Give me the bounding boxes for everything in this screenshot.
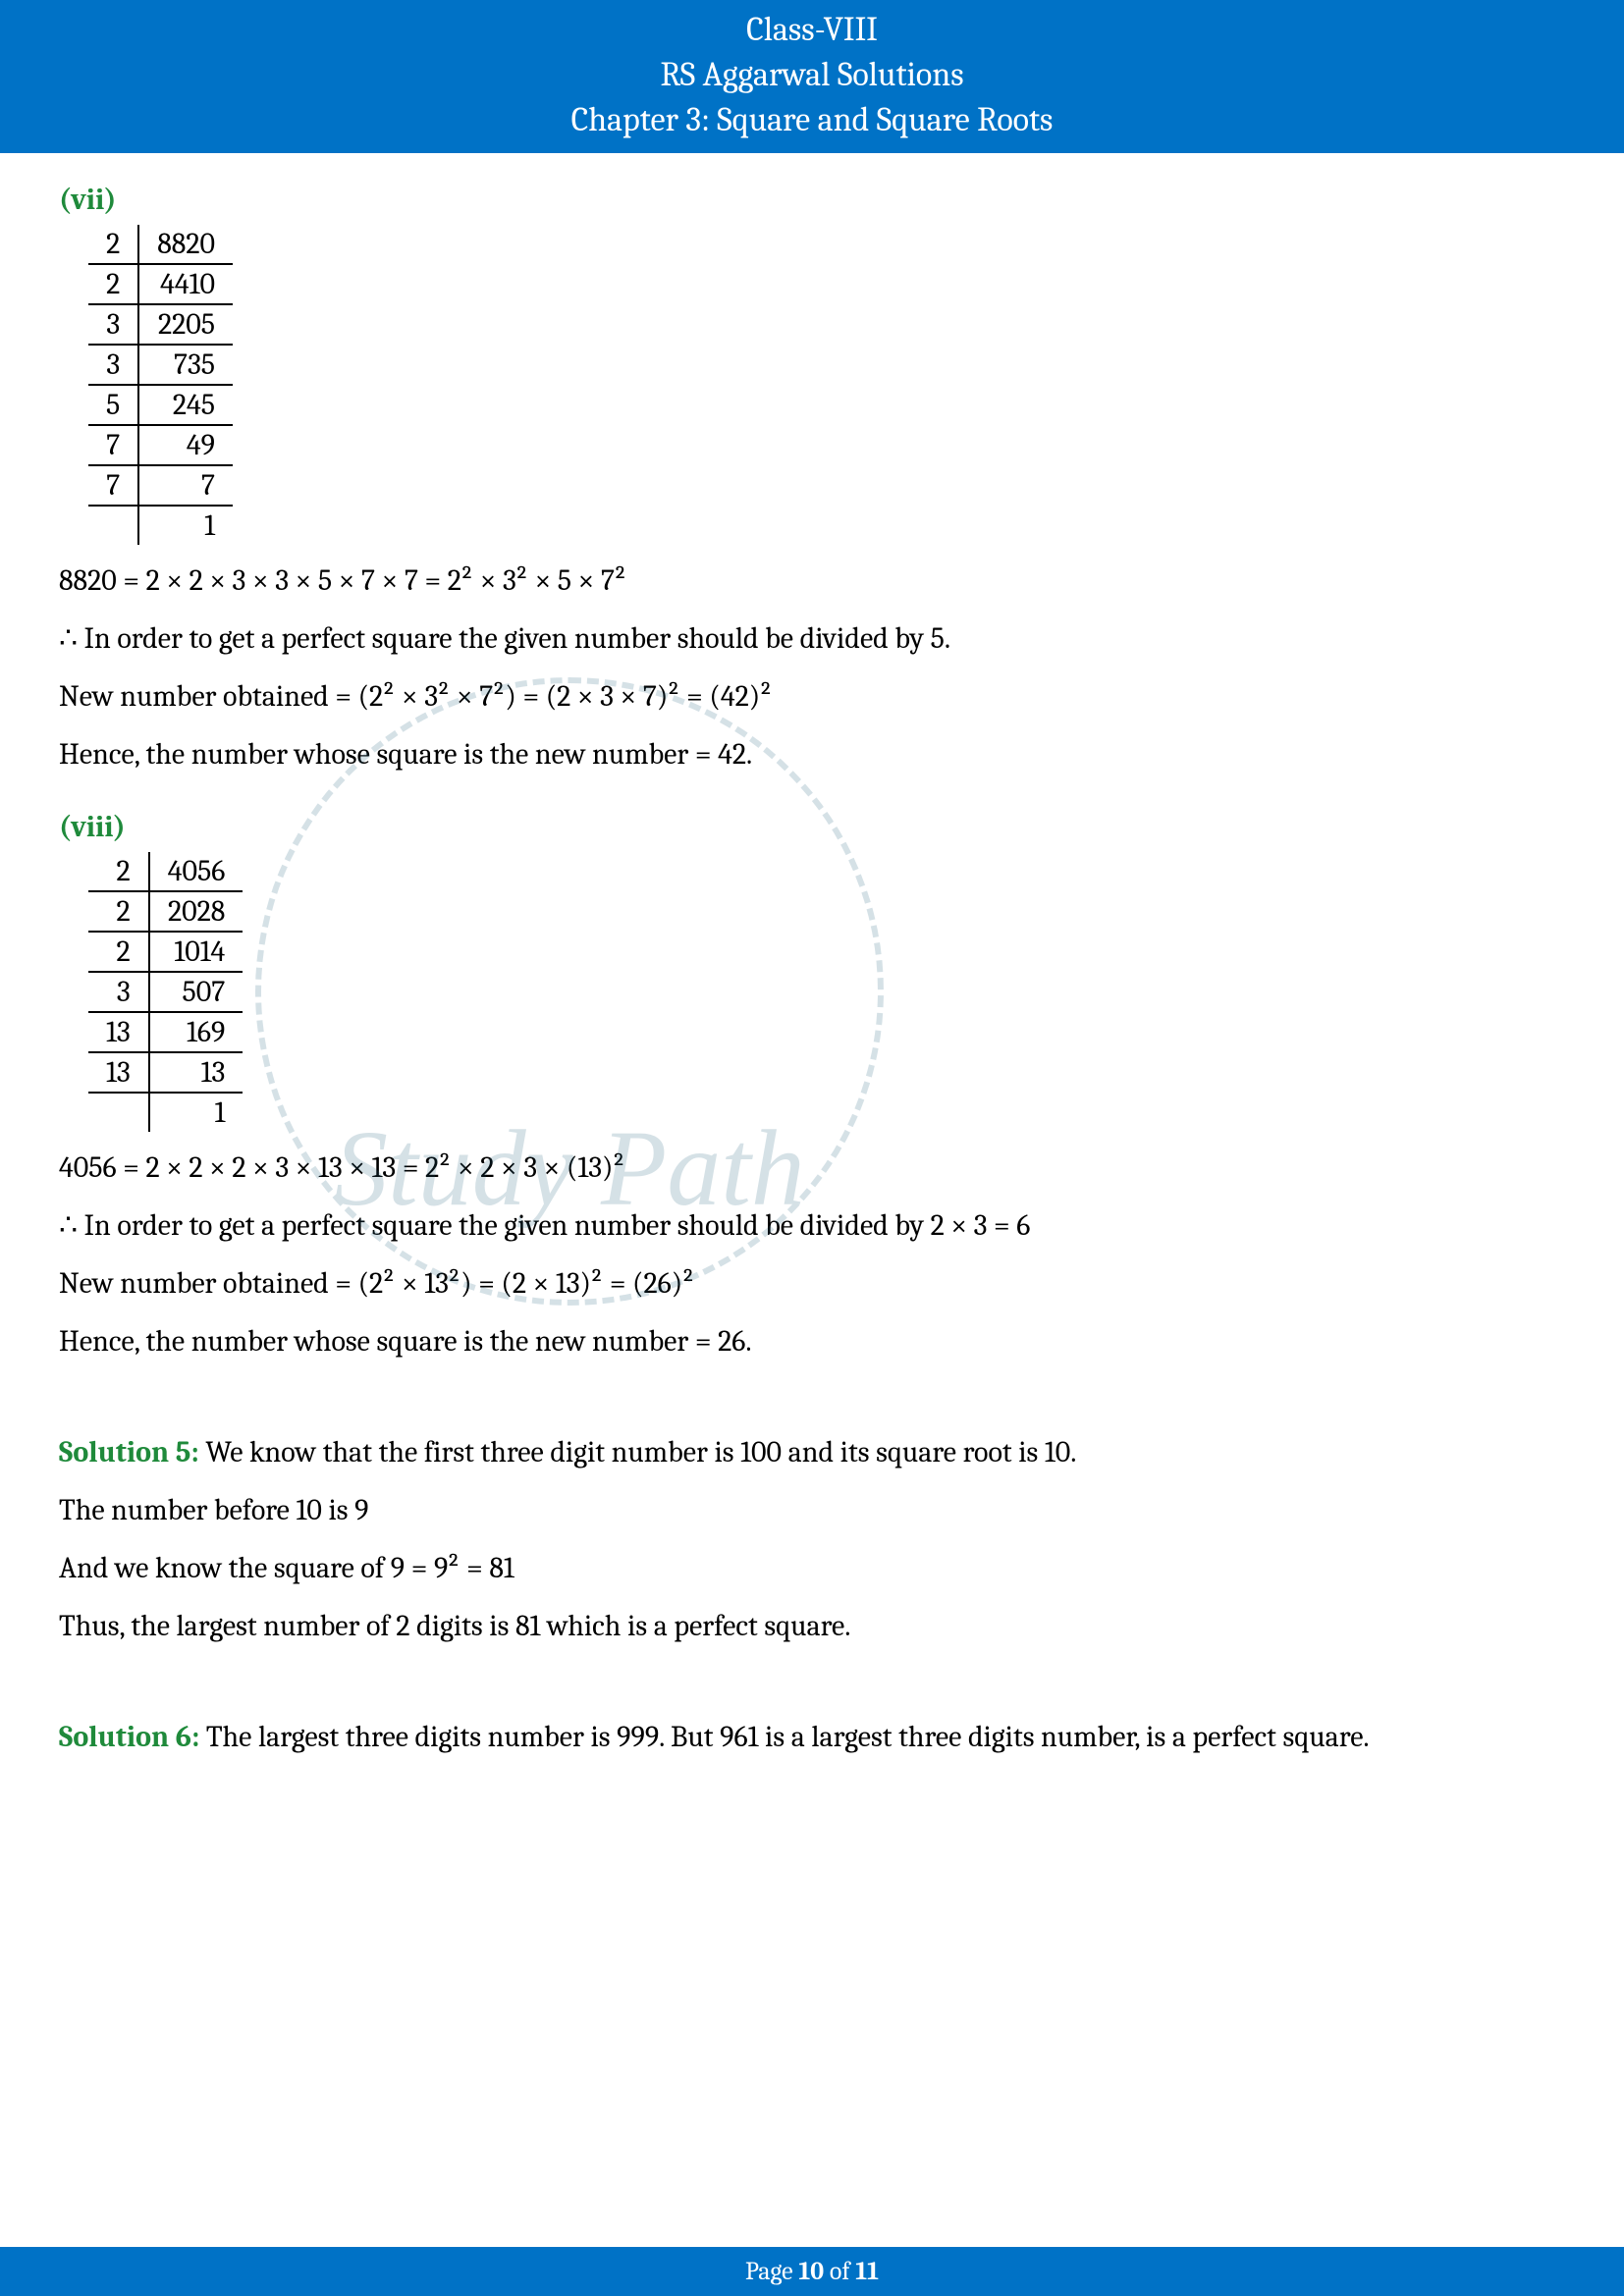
solution-6: Solution 6: The largest three digits num… (59, 1715, 1565, 1759)
header-book: RS Aggarwal Solutions (0, 53, 1624, 98)
quotient-cell: 507 (149, 972, 244, 1012)
factor-table-viii: 24056220282101435071316913131 (88, 852, 243, 1132)
factor-table-vii: 28820244103220537355245749771 (88, 225, 233, 545)
divisor-cell: 2 (88, 852, 149, 891)
quotient-cell: 13 (149, 1052, 244, 1093)
footer-middle: of (824, 2257, 855, 2286)
line-vii-2: ∴ In order to get a perfect square the g… (59, 616, 1565, 661)
quotient-cell: 735 (138, 345, 233, 385)
quotient-cell: 1014 (149, 932, 244, 972)
quotient-cell: 8820 (138, 225, 233, 264)
divisor-cell: 7 (88, 465, 138, 506)
eq-viii: 4056 = 2 × 2 × 2 × 3 × 13 × 13 = 2² × 2 … (59, 1146, 1565, 1190)
section-vii-label: (vii) (59, 183, 1565, 217)
solution-6-label: Solution 6: (59, 1720, 199, 1754)
divisor-cell: 2 (88, 932, 149, 972)
divisor-cell: 3 (88, 345, 138, 385)
quotient-cell: 2205 (138, 304, 233, 345)
quotient-cell: 49 (138, 425, 233, 465)
divisor-cell: 2 (88, 891, 149, 932)
line-vii-4: Hence, the number whose square is the ne… (59, 732, 1565, 776)
line-viii-4: Hence, the number whose square is the ne… (59, 1319, 1565, 1363)
divisor-cell: 2 (88, 225, 138, 264)
line-viii-3: New number obtained = (2² × 13²) = (2 × … (59, 1261, 1565, 1306)
divisor-cell: 13 (88, 1012, 149, 1052)
solution-5-line1: We know that the first three digit numbe… (199, 1435, 1077, 1469)
divisor-cell: 7 (88, 425, 138, 465)
divisor-cell: 5 (88, 385, 138, 425)
footer-current: 10 (798, 2257, 824, 2286)
page-footer: Page 10 of 11 (0, 2247, 1624, 2296)
divisor-cell (88, 1093, 149, 1132)
divisor-cell: 2 (88, 264, 138, 304)
solution-5-line3: And we know the square of 9 = 9² = 81 (59, 1546, 1565, 1590)
quotient-cell: 4056 (149, 852, 244, 891)
eq-vii: 8820 = 2 × 2 × 3 × 3 × 5 × 7 × 7 = 2² × … (59, 559, 1565, 603)
solution-5: Solution 5: We know that the first three… (59, 1430, 1565, 1474)
page-content: (vii) 28820244103220537355245749771 8820… (0, 153, 1624, 1759)
solution-5-label: Solution 5: (59, 1435, 199, 1469)
quotient-cell: 7 (138, 465, 233, 506)
line-vii-3: New number obtained = (2² × 3² × 7²) = (… (59, 674, 1565, 719)
quotient-cell: 4410 (138, 264, 233, 304)
solution-5-line2: The number before 10 is 9 (59, 1488, 1565, 1532)
solution-6-line1: The largest three digits number is 999. … (199, 1720, 1369, 1754)
footer-total: 11 (855, 2257, 879, 2286)
quotient-cell: 169 (149, 1012, 244, 1052)
header-class: Class-VIII (0, 8, 1624, 53)
header-chapter: Chapter 3: Square and Square Roots (0, 98, 1624, 143)
divisor-cell: 3 (88, 972, 149, 1012)
quotient-cell: 245 (138, 385, 233, 425)
divisor-cell (88, 506, 138, 545)
divisor-cell: 3 (88, 304, 138, 345)
footer-prefix: Page (745, 2257, 798, 2286)
solution-5-line4: Thus, the largest number of 2 digits is … (59, 1604, 1565, 1648)
divisor-cell: 13 (88, 1052, 149, 1093)
page-header: Class-VIII RS Aggarwal Solutions Chapter… (0, 0, 1624, 153)
quotient-cell: 1 (149, 1093, 244, 1132)
section-viii-label: (viii) (59, 810, 1565, 844)
quotient-cell: 2028 (149, 891, 244, 932)
line-viii-2: ∴ In order to get a perfect square the g… (59, 1203, 1565, 1248)
quotient-cell: 1 (138, 506, 233, 545)
